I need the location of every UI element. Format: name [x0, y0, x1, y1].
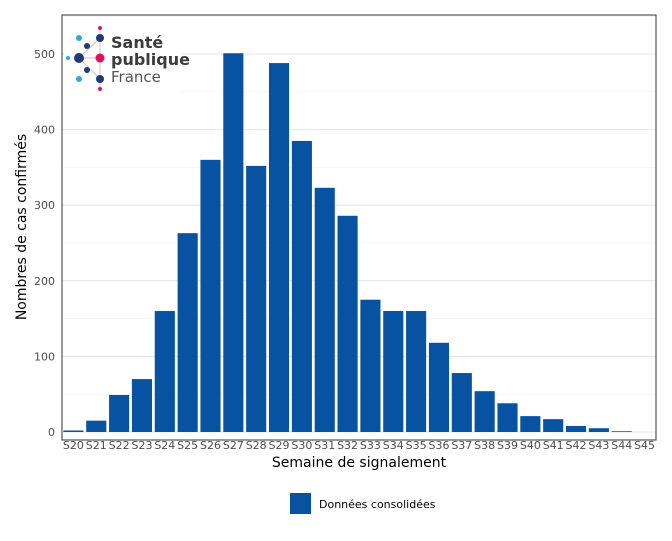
logo: Santé publique France: [64, 22, 190, 94]
bar-S44: [611, 431, 632, 432]
x-tick-label: S21: [86, 439, 107, 452]
bar-S40: [520, 416, 541, 432]
x-tick-label: S24: [154, 439, 175, 452]
legend-swatch: [290, 493, 311, 514]
x-tick-label: S20: [63, 439, 84, 452]
bar-S42: [565, 425, 587, 432]
x-tick-label: S35: [406, 439, 427, 452]
x-tick-label: S28: [246, 439, 267, 452]
bar-S21: [86, 420, 107, 432]
logo-line2: publique: [111, 50, 190, 69]
bar-S24: [154, 311, 175, 432]
plot-frame: [61, 14, 657, 441]
bar-S28: [246, 165, 267, 432]
y-tick-label: 300: [34, 199, 55, 212]
y-tick-label: 100: [34, 350, 55, 363]
bar-S38: [474, 391, 495, 432]
x-tick-label: S38: [474, 439, 495, 452]
bar-S27: [223, 53, 244, 433]
x-axis-label: Semaine de signalement: [272, 455, 447, 471]
bar-S43: [588, 428, 609, 432]
legend: Données consolidées: [290, 493, 436, 514]
x-tick-label: S29: [269, 439, 290, 452]
x-tick-label: S33: [360, 439, 381, 452]
bar-S33: [360, 299, 381, 432]
bar-S39: [497, 403, 518, 432]
bar-S22: [109, 394, 130, 432]
x-tick-label: S42: [566, 439, 587, 452]
x-tick-label: S36: [428, 439, 449, 452]
x-tick-label: S39: [497, 439, 518, 452]
x-tick-label: S45: [634, 439, 655, 452]
x-tick-label: S34: [383, 439, 404, 452]
x-tick-label: S40: [520, 439, 541, 452]
x-tick-label: S30: [291, 439, 312, 452]
x-tick-label: S22: [109, 439, 130, 452]
x-tick-label: S37: [451, 439, 472, 452]
bar-S32: [337, 215, 358, 432]
bar-S36: [428, 342, 450, 432]
bar-S29: [268, 63, 290, 433]
x-tick-labels: S20 S21 S22 S23 S24 S25 S26 S27 S28 S29 S30 S31 S32 S…: [63, 439, 655, 452]
y-axis-label: Nombres de cas confirmés: [14, 134, 30, 320]
bar-S25: [177, 233, 198, 432]
bar-S23: [131, 379, 153, 432]
x-tick-label: S41: [543, 439, 564, 452]
y-tick-label: 0: [48, 426, 55, 439]
x-tick-label: S43: [588, 439, 609, 452]
bar-S41: [543, 419, 564, 432]
x-tick-label: S31: [314, 439, 335, 452]
x-tick-label: S32: [337, 439, 358, 452]
logo-line1: Santé: [111, 33, 163, 52]
legend-label: Données consolidées: [319, 498, 436, 511]
bar-S35: [406, 311, 427, 432]
bar-S20: [63, 430, 84, 432]
bar-S30: [291, 140, 312, 432]
x-tick-label: S25: [177, 439, 198, 452]
y-tick-label: 200: [34, 275, 55, 288]
x-tick-label: S44: [611, 439, 632, 452]
y-tick-labels: 0 100 200 300 400 500: [34, 48, 55, 439]
x-tick-label: S27: [223, 439, 244, 452]
bar-S31: [314, 187, 335, 432]
y-tick-label: 500: [34, 48, 55, 61]
bars: [63, 53, 632, 433]
bar-S26: [200, 159, 221, 432]
x-tick-label: S23: [131, 439, 152, 452]
bar-S37: [451, 373, 472, 432]
bar-S34: [383, 311, 404, 432]
logo-line3: France: [111, 68, 161, 86]
x-tick-label: S26: [200, 439, 221, 452]
y-tick-label: 400: [34, 124, 55, 137]
